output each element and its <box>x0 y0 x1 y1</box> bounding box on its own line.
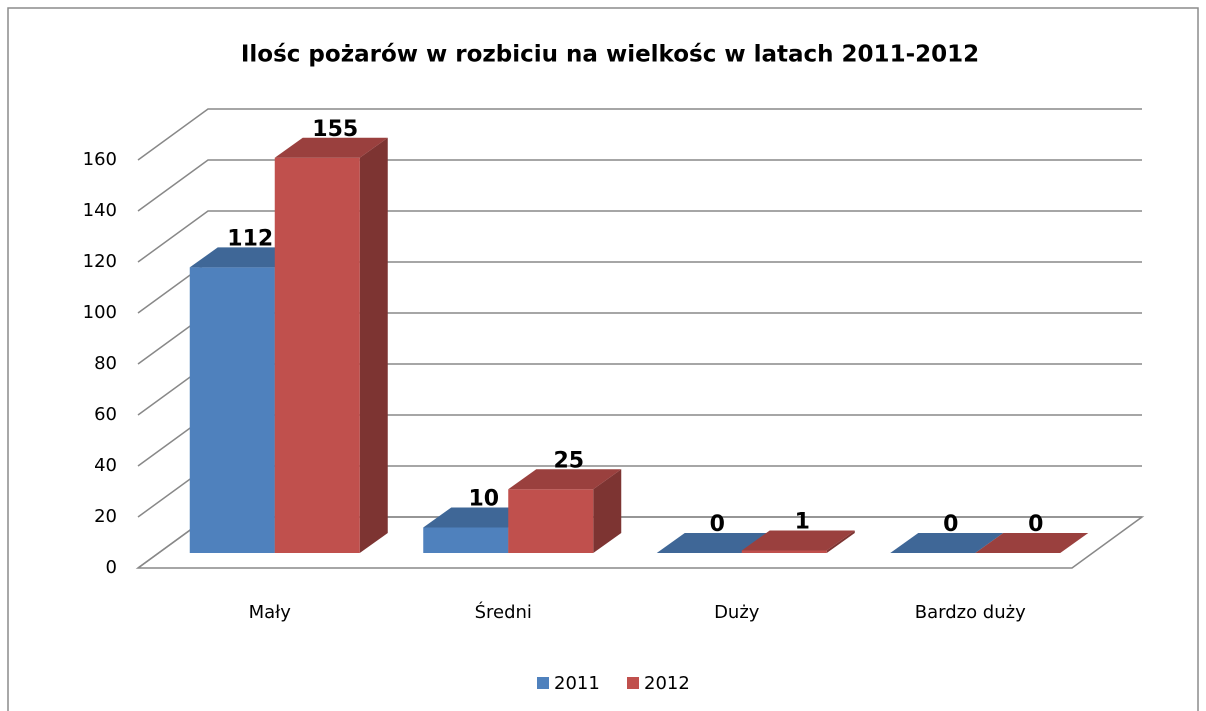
y-tick-label: 100 <box>83 302 117 323</box>
value-label: 0 <box>943 512 958 537</box>
value-label: 0 <box>710 512 725 537</box>
grid-line <box>137 159 1142 212</box>
y-tick-label: 0 <box>106 557 117 578</box>
value-label: 0 <box>1028 512 1043 537</box>
value-label: 155 <box>312 117 358 142</box>
bar <box>274 137 388 553</box>
bar-side <box>826 530 855 553</box>
legend-label: 2011 <box>554 673 600 694</box>
bar-side <box>359 137 388 553</box>
y-tick-label: 40 <box>94 455 117 476</box>
legend-swatch <box>537 677 549 689</box>
bar <box>890 533 1004 553</box>
bar <box>741 530 855 553</box>
grid-line <box>137 108 1142 161</box>
bar-top <box>274 137 388 158</box>
bar-top <box>656 533 770 553</box>
bar-top <box>890 533 1004 553</box>
bar-side <box>593 469 622 553</box>
value-label: 10 <box>468 487 499 512</box>
bar-front <box>274 157 360 553</box>
bar-front <box>189 267 275 553</box>
legend-label: 2012 <box>644 673 690 694</box>
y-tick-label: 20 <box>94 506 117 527</box>
y-tick-label: 60 <box>94 404 117 425</box>
bar-top <box>508 469 622 490</box>
x-tick-label: Duży <box>714 602 760 623</box>
bar-front <box>508 489 594 553</box>
bar-front <box>741 550 827 553</box>
value-label: 112 <box>227 226 273 251</box>
chart-title: Ilośc pożarów w rozbiciu na wielkośc w l… <box>241 42 979 68</box>
bar <box>975 533 1089 553</box>
bar-top <box>423 507 537 528</box>
y-tick-label: 160 <box>83 149 117 170</box>
x-tick-label: Bardzo duży <box>915 602 1026 623</box>
bar <box>508 469 622 553</box>
x-tick-label: Mały <box>249 602 292 623</box>
grid-line <box>137 210 1142 263</box>
value-label: 25 <box>553 448 584 473</box>
x-tick-label: Średni <box>475 601 532 623</box>
bar <box>656 533 770 553</box>
bar-front <box>423 527 509 553</box>
y-tick-label: 80 <box>94 353 117 374</box>
y-tick-label: 120 <box>83 251 117 272</box>
bar-top <box>975 533 1089 553</box>
y-tick-label: 140 <box>83 200 117 221</box>
bar-top <box>189 247 303 268</box>
legend-swatch <box>627 677 639 689</box>
value-label: 1 <box>795 509 810 534</box>
bar-top <box>741 530 855 551</box>
